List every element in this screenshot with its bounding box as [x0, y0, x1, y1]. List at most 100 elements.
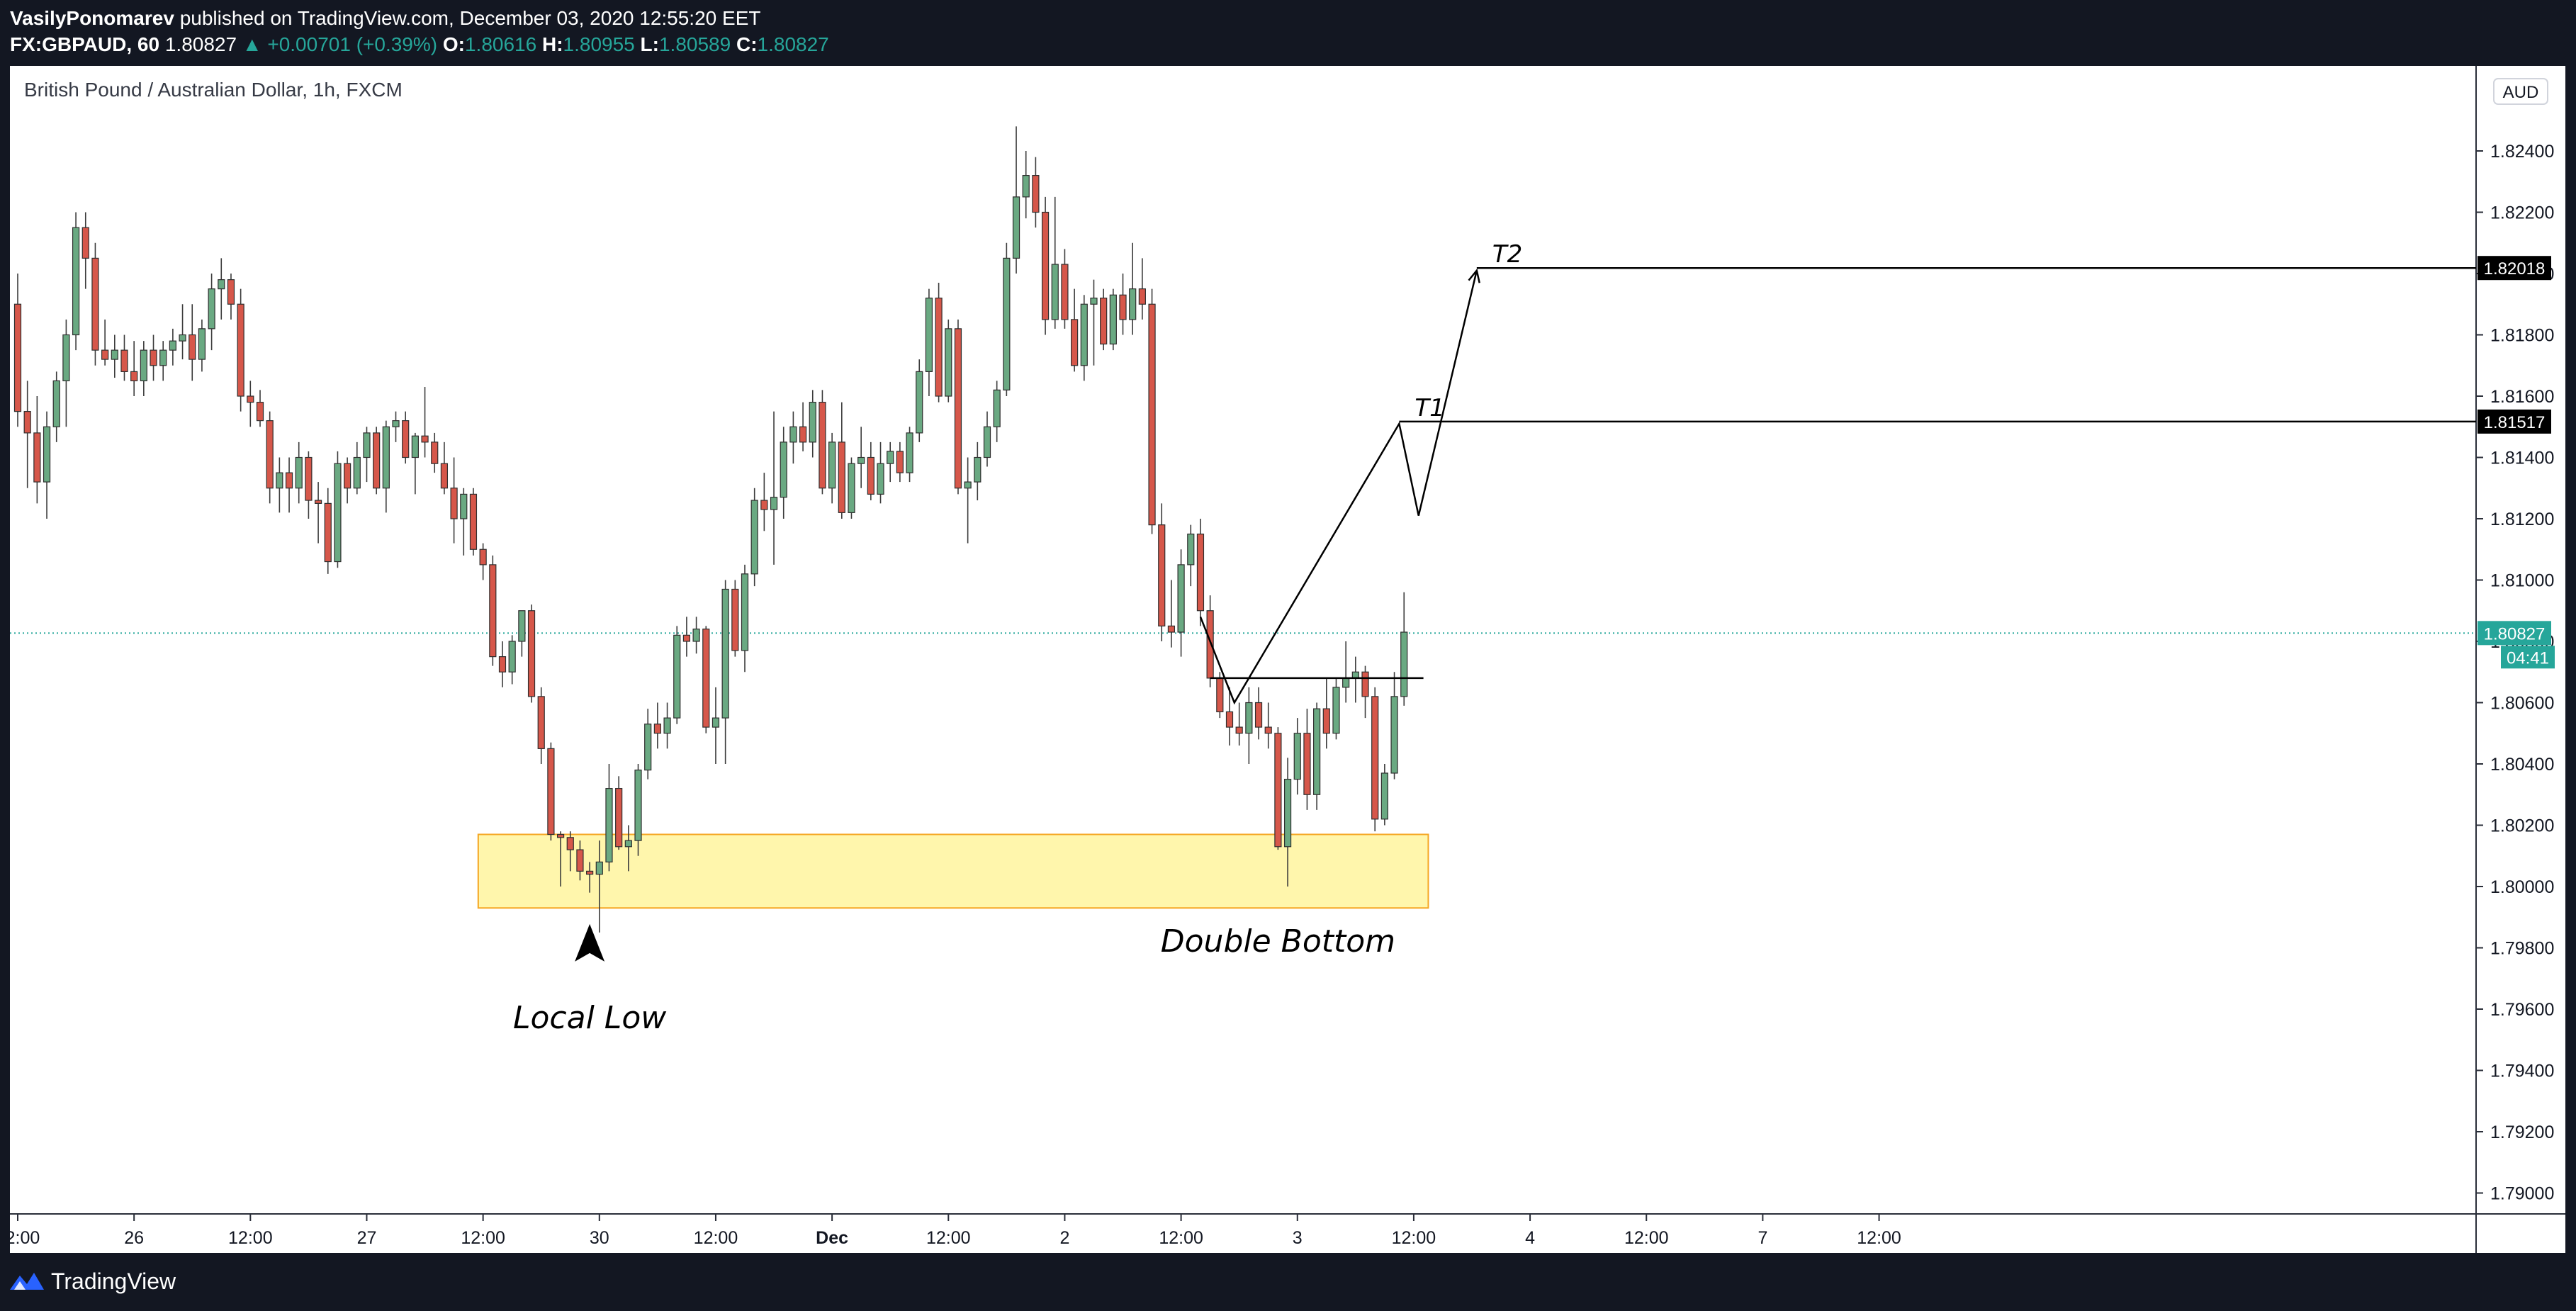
candle-up [1332, 687, 1340, 734]
candle-up [218, 279, 225, 290]
candle-up [334, 463, 342, 563]
candle-up [1090, 298, 1098, 305]
candle-up [741, 573, 749, 651]
candle-up [518, 610, 526, 642]
publish-header: VasilyPonomarev published on TradingView… [0, 0, 2576, 66]
candle-up [605, 787, 613, 862]
candle-down [469, 493, 478, 550]
open-label: O: [442, 33, 465, 55]
candle-down [1119, 294, 1127, 320]
candle-down [1061, 264, 1069, 320]
low-value: 1.80589 [658, 33, 731, 55]
candle-down [373, 432, 381, 489]
candle-down [547, 748, 555, 835]
candle-up [1177, 564, 1185, 633]
projection-arrowhead [1468, 268, 1480, 283]
y-tick-label: 1.79400 [2490, 1062, 2554, 1081]
x-tick-label: 26 [124, 1228, 144, 1248]
target-price-tag [2477, 256, 2551, 281]
y-tick-label: 1.80000 [2490, 877, 2554, 897]
publish-info: VasilyPonomarev published on TradingView… [10, 7, 760, 30]
candle-down [799, 426, 807, 443]
y-tick-label: 1.81400 [2490, 449, 2554, 468]
candle-up [644, 724, 652, 771]
y-tick-label: 1.79600 [2490, 1000, 2554, 1020]
y-tick-label: 1.82200 [2490, 203, 2554, 223]
candle-down [537, 696, 545, 749]
candle-down [1196, 534, 1205, 612]
candle-down [653, 724, 661, 734]
x-tick-label: 7 [1757, 1228, 1767, 1248]
chart-panel[interactable]: AUD1.824001.822001.820001.818001.816001.… [10, 66, 2565, 1253]
candle-down [305, 456, 313, 501]
candle-down [935, 298, 943, 397]
candle-up [62, 334, 70, 381]
candle-up [295, 456, 303, 489]
candle-up [1283, 779, 1292, 848]
low-label: L: [640, 33, 659, 55]
candle-up [208, 288, 215, 330]
candle-down [150, 349, 157, 366]
candle-down [431, 441, 439, 464]
tradingview-brand[interactable]: TradingView [51, 1268, 176, 1294]
candle-up [382, 426, 390, 489]
x-tick-label: 12:00 [926, 1228, 971, 1248]
candle-down [402, 420, 410, 458]
last-price-tag-text: 1.80827 [2484, 624, 2546, 643]
candle-up [983, 426, 991, 458]
candle-up [1003, 257, 1011, 390]
currency-text: AUD [2503, 83, 2539, 102]
published-text: published on TradingView.com, December 0… [179, 7, 761, 29]
candle-up [857, 456, 865, 464]
candle-down [1225, 711, 1234, 728]
candle-up [663, 717, 671, 734]
candle-up [770, 497, 778, 510]
candle-down [1148, 303, 1156, 526]
y-tick-label: 1.81200 [2490, 510, 2554, 529]
candle-down [227, 279, 235, 305]
candle-up [673, 634, 681, 719]
chart-title: British Pound / Australian Dollar, 1h, F… [24, 79, 403, 101]
last-price: 1.80827 [164, 33, 237, 55]
candle-up [1109, 294, 1117, 345]
candle-up [1012, 196, 1020, 259]
candle-up [1051, 264, 1059, 320]
y-tick-label: 1.79000 [2490, 1184, 2554, 1204]
candle-up [363, 432, 371, 458]
x-tick-label: 12:00 [10, 1228, 40, 1248]
x-tick-label: 3 [1293, 1228, 1303, 1248]
candle-down [1032, 175, 1040, 213]
candle-up [276, 472, 283, 489]
candle-down [1303, 733, 1311, 795]
candle-down [576, 849, 584, 872]
candle-down [324, 502, 332, 563]
candle-up [595, 861, 603, 875]
support-zone [477, 833, 1429, 909]
candle-up [1313, 708, 1321, 795]
chart-background [10, 66, 2565, 1253]
candle-down [13, 303, 22, 412]
annotation-text: Local Low [513, 1000, 667, 1036]
candle-up [43, 426, 51, 483]
candle-up [750, 500, 758, 575]
y-tick-label: 1.81800 [2490, 326, 2554, 346]
candle-down [838, 441, 845, 513]
candle-down [731, 588, 739, 651]
tradingview-logo-icon[interactable] [9, 1268, 45, 1293]
x-tick-label: 27 [357, 1228, 377, 1248]
price-chart[interactable]: AUD1.824001.822001.820001.818001.816001.… [10, 66, 2565, 1253]
close-label: C: [736, 33, 758, 55]
author-name[interactable]: VasilyPonomarev [10, 7, 174, 29]
candle-down [954, 328, 962, 489]
candle-down [896, 451, 904, 473]
candle-up [1245, 702, 1253, 734]
x-tick-label: 12:00 [461, 1228, 505, 1248]
x-tick-label: 12:00 [694, 1228, 738, 1248]
candle-up [721, 588, 729, 719]
candle-down [1206, 610, 1214, 679]
open-value: 1.80616 [464, 33, 537, 55]
candle-down [285, 472, 293, 489]
candle-down [1235, 726, 1243, 734]
candle-up [624, 840, 632, 848]
candle-up [1342, 677, 1350, 688]
